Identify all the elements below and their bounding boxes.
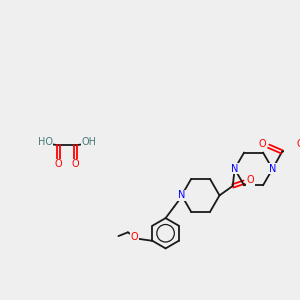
Text: OH: OH <box>81 137 96 147</box>
Text: HO: HO <box>38 137 53 147</box>
Text: O: O <box>55 159 62 169</box>
Text: N: N <box>269 164 276 174</box>
Text: O: O <box>247 175 254 185</box>
Text: O: O <box>72 159 80 169</box>
Text: N: N <box>178 190 185 200</box>
Text: O: O <box>131 232 138 242</box>
Text: O: O <box>296 139 300 149</box>
Text: O: O <box>258 139 266 149</box>
Text: N: N <box>231 164 238 174</box>
